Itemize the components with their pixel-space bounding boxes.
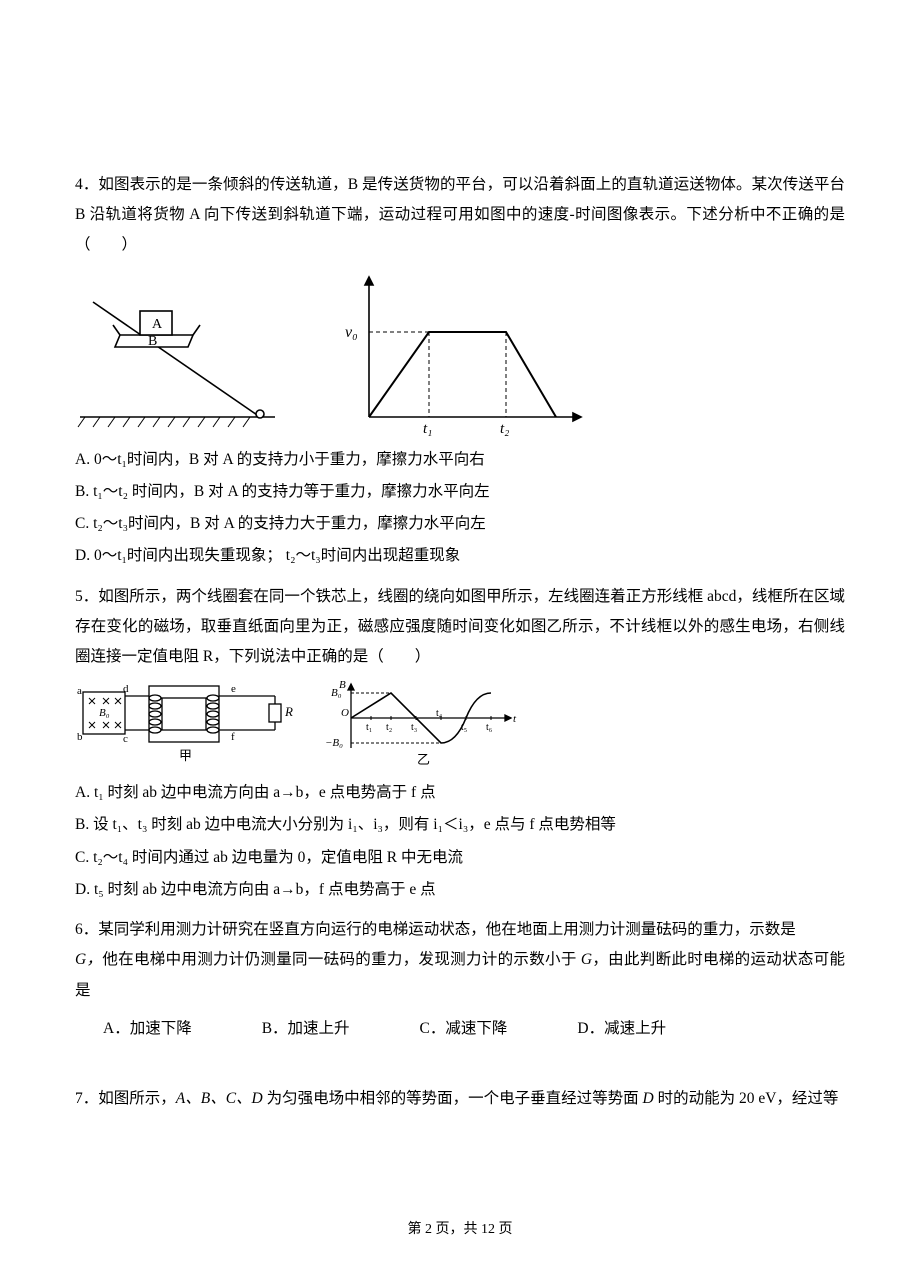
q7-t2: 为匀强电场中相邻的等势面，一个电子垂直经过等势面: [263, 1090, 643, 1107]
q6-G1: G，: [75, 951, 102, 968]
q4-stem: 4．如图表示的是一条倾斜的传送轨道，B 是传送货物的平台，可以沿着斜面上的直轨道…: [75, 170, 845, 261]
q5r-t5: t₅: [461, 722, 467, 733]
q6-number: 6．: [75, 921, 98, 938]
q4-text: 如图表示的是一条倾斜的传送轨道，B 是传送货物的平台，可以沿着斜面上的直轨道运送…: [75, 176, 845, 253]
question-5: 5．如图所示，两个线圈套在同一个铁芯上，线圈的绕向如图甲所示，左线圈连着正方形线…: [75, 582, 845, 906]
q6-stem-1: 6．某同学利用测力计研究在竖直方向运行的电梯运动状态，他在地面上用测力计测量砝码…: [75, 915, 845, 945]
q7-abcd: A、B、C、D: [176, 1090, 263, 1107]
q4-option-C: C. t₂～t₃时间内，B 对 A 的支持力大于重力，摩擦力水平向左: [75, 509, 845, 539]
q4-vt-graph: v₀ t₁ t₂: [321, 267, 601, 437]
q5r-t1: t₁: [366, 722, 372, 733]
q4-t1-label: t₁: [423, 421, 432, 437]
q5r-t4: t₄: [436, 708, 443, 719]
q4-label-B: B: [148, 334, 157, 349]
q5r-t2: t₂: [386, 722, 392, 733]
q4-v0-label: v₀: [345, 324, 358, 341]
q5r-t3: t₃: [411, 722, 417, 733]
q5-option-A: A. t₁ 时刻 ab 边中电流方向由 a→b，e 点电势高于 f 点: [75, 778, 845, 808]
q7-stem: 7．如图所示，A、B、C、D 为匀强电场中相邻的等势面，一个电子垂直经过等势面 …: [75, 1084, 845, 1114]
q5r-t: t: [513, 713, 517, 725]
q5l-f: f: [231, 731, 235, 743]
q6-text-2b: 他在电梯中用测力计仍测量同一砝码的重力，发现测力计的示数小于: [102, 951, 581, 968]
q4-option-A: A. 0～t₁时间内，B 对 A 的支持力小于重力，摩擦力水平向右: [75, 445, 845, 475]
q5l-b: b: [77, 731, 83, 743]
exam-page: 4．如图表示的是一条倾斜的传送轨道，B 是传送货物的平台，可以沿着斜面上的直轨道…: [0, 0, 920, 1273]
q4-figures: A B v₀ t₁: [75, 267, 845, 437]
q6-option-B: B．加速上升: [262, 1014, 350, 1044]
q6-option-C: C．减速下降: [420, 1014, 508, 1044]
q5-bt-graph: B B₀ O −B₀ t t₁ t₂ t₃ t₄ t₅ t₆ 乙: [321, 678, 521, 770]
q5-figures: a b d c e f B₀ R 甲: [75, 678, 845, 770]
q5-number: 5．: [75, 588, 98, 605]
question-7: 7．如图所示，A、B、C、D 为匀强电场中相邻的等势面，一个电子垂直经过等势面 …: [75, 1084, 845, 1114]
q5l-cap: 甲: [179, 748, 192, 763]
q6-option-D: D．减速上升: [577, 1014, 666, 1044]
q5l-B0: B₀: [99, 707, 110, 719]
q5r-cap: 乙: [417, 752, 430, 767]
q6-option-A: A．加速下降: [103, 1014, 192, 1044]
q5r-nB0: −B₀: [325, 737, 343, 749]
q7-t3: 时的动能为 20 eV，经过等: [654, 1090, 839, 1107]
q7-t1: 如图所示，: [98, 1090, 176, 1107]
question-4: 4．如图表示的是一条倾斜的传送轨道，B 是传送货物的平台，可以沿着斜面上的直轨道…: [75, 170, 845, 572]
q5-option-B: B. 设 t₁、t₃ 时刻 ab 边中电流大小分别为 i₁、i₃，则有 i₁＜i…: [75, 810, 845, 840]
q5r-O: O: [341, 707, 349, 719]
q5l-c: c: [123, 733, 128, 745]
question-6: 6．某同学利用测力计研究在竖直方向运行的电梯运动状态，他在地面上用测力计测量砝码…: [75, 915, 845, 1044]
q4-number: 4．: [75, 176, 98, 193]
q4-option-D: D. 0～t₁时间内出现失重现象； t₂～t₃时间内出现超重现象: [75, 541, 845, 571]
q4-t2-label: t₂: [500, 421, 509, 437]
q4-incline-diagram: A B: [75, 277, 285, 437]
q5r-t6: t₆: [486, 722, 493, 733]
q5l-d: d: [123, 683, 129, 695]
q6-text-1: 某同学利用测力计研究在竖直方向运行的电梯运动状态，他在地面上用测力计测量砝码的重…: [98, 921, 796, 938]
q5-option-D: D. t₅ 时刻 ab 边中电流方向由 a→b，f 点电势高于 e 点: [75, 875, 845, 905]
q6-G2: G: [581, 951, 592, 968]
q4-label-A: A: [152, 317, 163, 332]
q7-D: D: [643, 1090, 654, 1107]
q5-option-C: C. t₂～t₄ 时间内通过 ab 边电量为 0，定值电阻 R 中无电流: [75, 843, 845, 873]
q5l-R: R: [284, 704, 293, 719]
q4-option-B: B. t₁～t₂ 时间内，B 对 A 的支持力等于重力，摩擦力水平向左: [75, 477, 845, 507]
q5l-e: e: [231, 683, 236, 695]
q6-options: A．加速下降 B．加速上升 C．减速下降 D．减速上升: [75, 1014, 845, 1044]
page-footer: 第 2 页，共 12 页: [0, 1216, 920, 1243]
q5-stem: 5．如图所示，两个线圈套在同一个铁芯上，线圈的绕向如图甲所示，左线圈连着正方形线…: [75, 582, 845, 673]
q5l-a: a: [77, 685, 82, 697]
q5-circuit-diagram: a b d c e f B₀ R 甲: [75, 678, 305, 770]
q7-number: 7．: [75, 1090, 98, 1107]
q5-text: 如图所示，两个线圈套在同一个铁芯上，线圈的绕向如图甲所示，左线圈连着正方形线框 …: [75, 588, 845, 665]
q6-stem-2: G，他在电梯中用测力计仍测量同一砝码的重力，发现测力计的示数小于 G，由此判断此…: [75, 945, 845, 1005]
q5r-B0: B₀: [331, 687, 342, 699]
